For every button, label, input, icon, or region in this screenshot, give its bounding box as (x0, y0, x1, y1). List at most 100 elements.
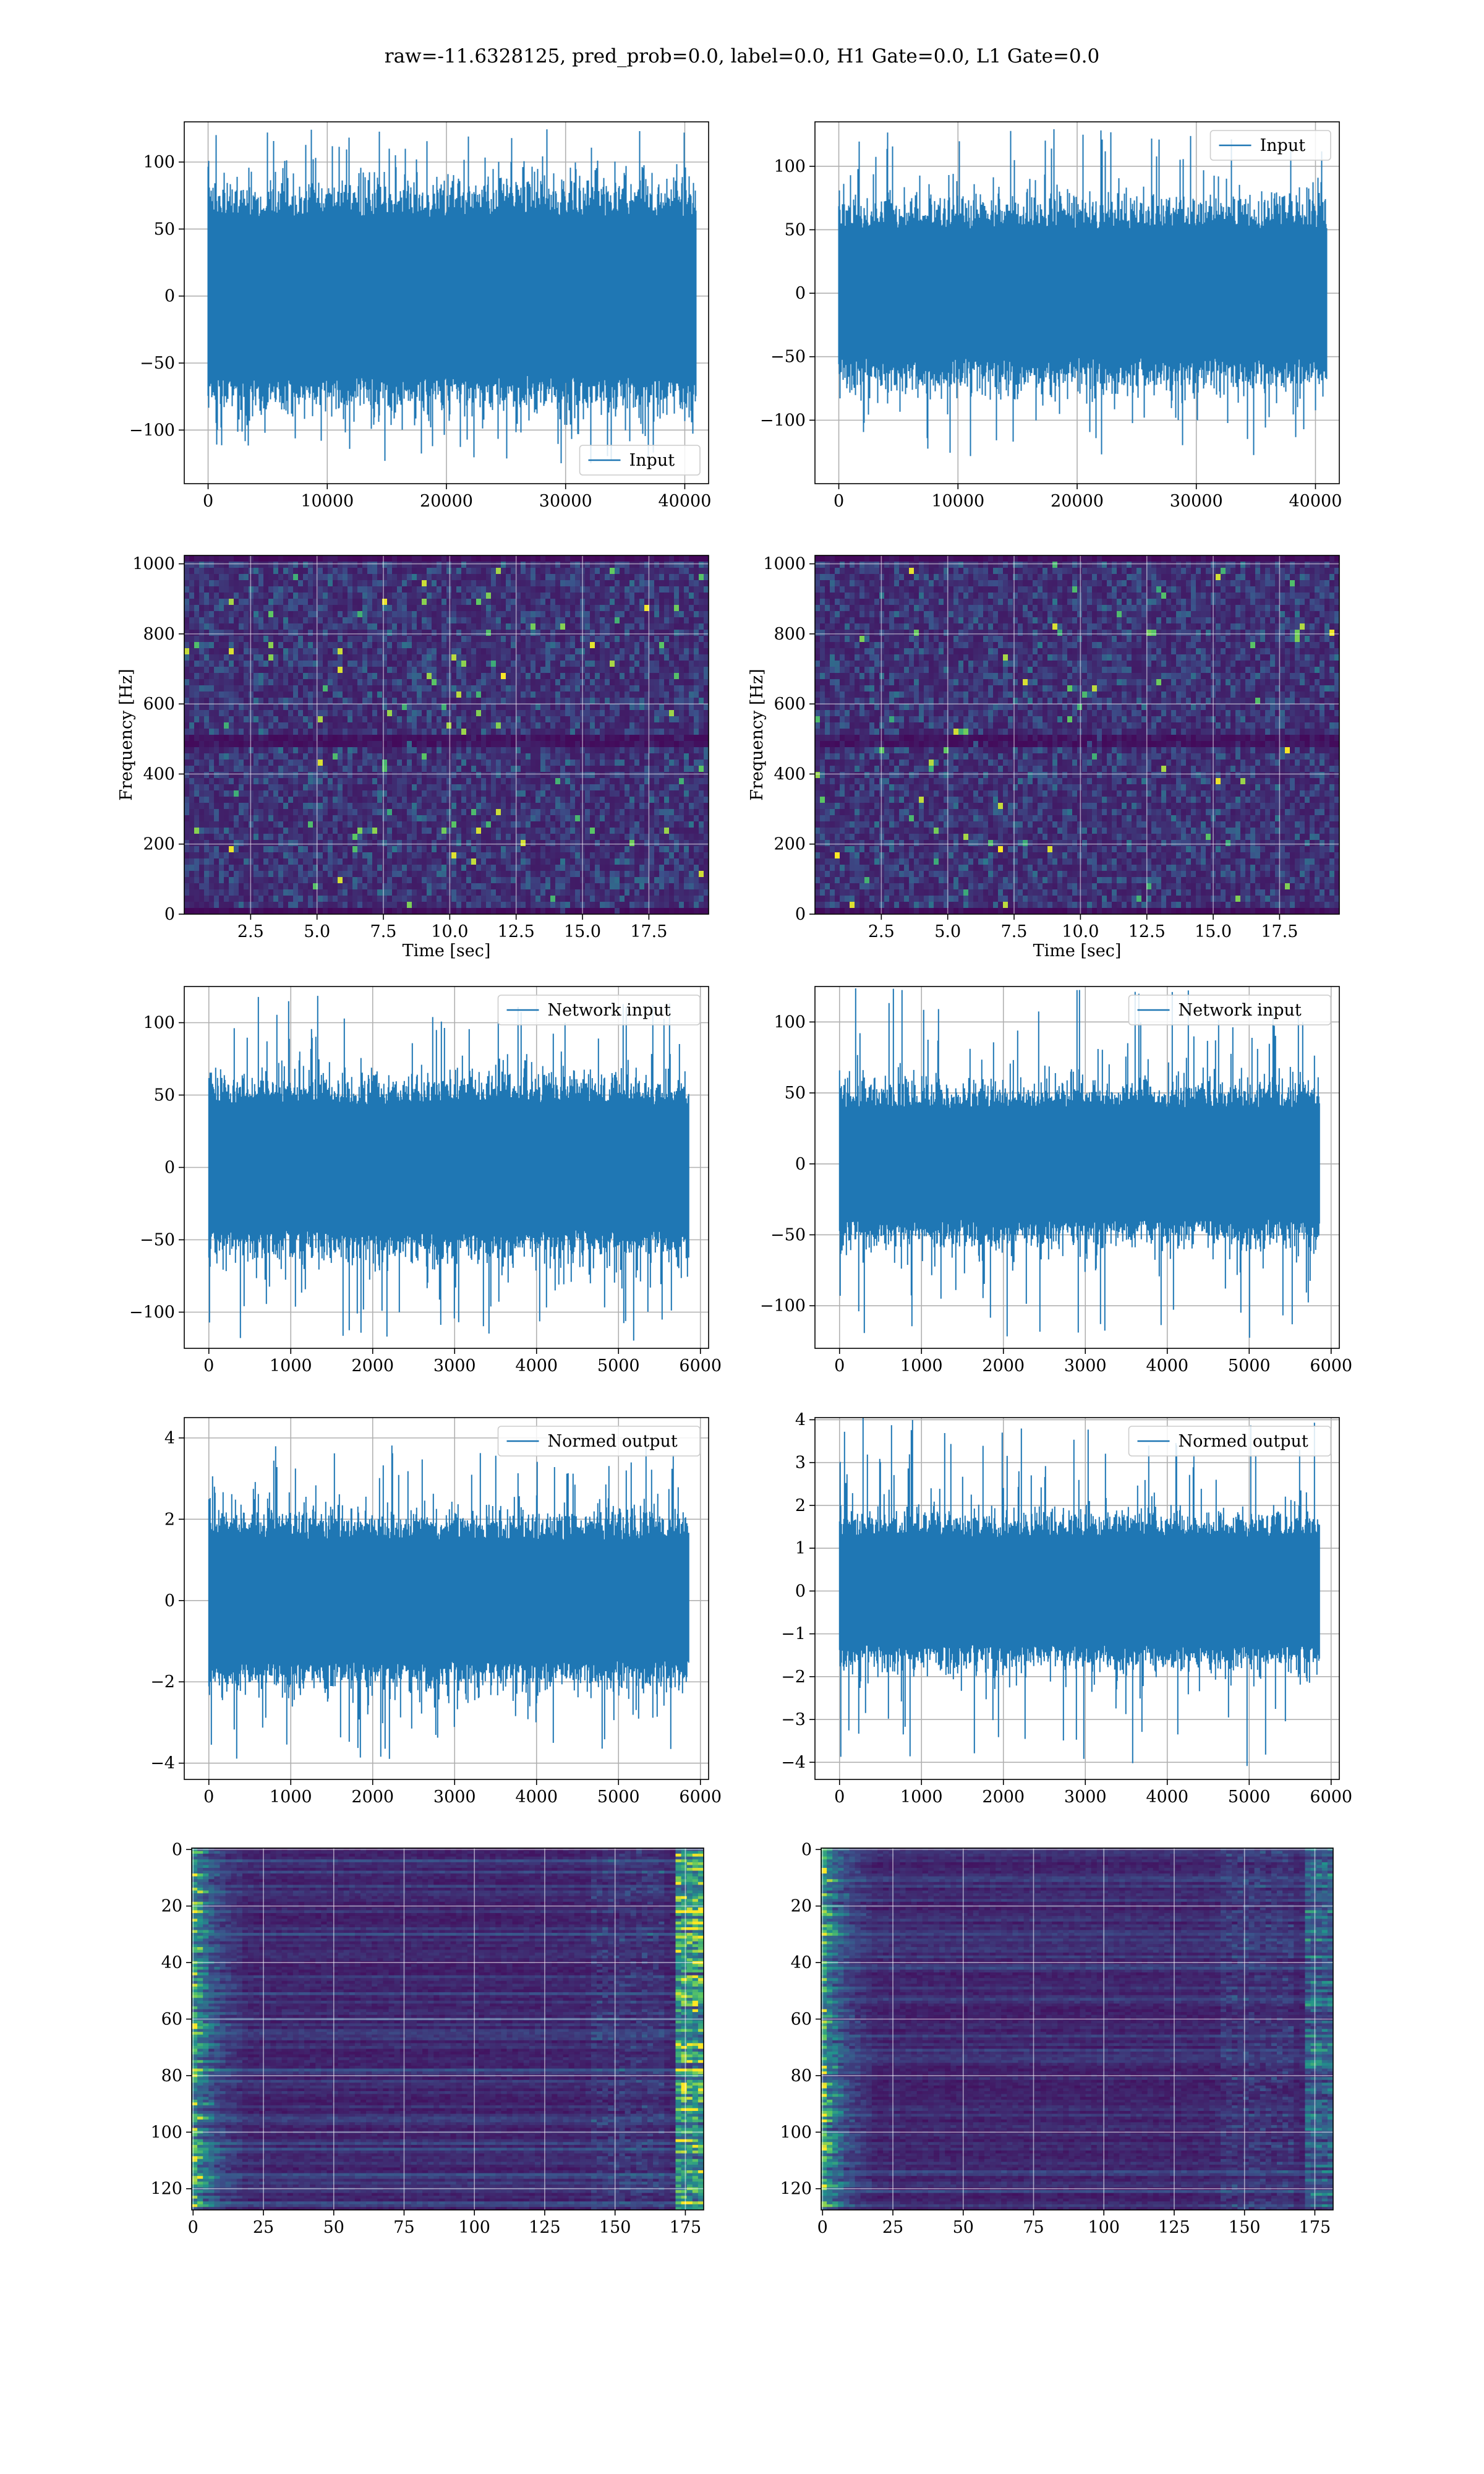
heatmap-cell (189, 729, 195, 735)
heatmap-cell (669, 729, 675, 735)
heatmap-cell (451, 599, 457, 606)
heatmap-cell (427, 809, 432, 816)
heatmap-cell (224, 790, 229, 797)
heatmap-cell (605, 834, 610, 841)
heatmap-cell (575, 729, 581, 735)
heatmap-cell (184, 784, 190, 791)
heatmap-cell (298, 753, 304, 760)
heatmap-cell (333, 654, 338, 661)
heatmap-cell (451, 766, 457, 773)
heatmap-cell (387, 617, 393, 624)
heatmap-cell (313, 667, 318, 674)
heatmap-cell (417, 630, 422, 636)
heatmap-cell (273, 766, 279, 773)
heatmap-cell (481, 562, 487, 568)
heatmap-cell (372, 667, 378, 674)
heatmap-cell (328, 778, 333, 785)
heatmap-cell (531, 630, 536, 636)
heatmap-cell (639, 797, 645, 803)
heatmap-cell (545, 623, 551, 630)
heatmap-cell (412, 605, 417, 612)
heatmap-cell (486, 698, 492, 704)
heatmap-cell (535, 722, 541, 729)
heatmap-cell (234, 815, 239, 822)
heatmap-cell (466, 735, 472, 742)
heatmap-cell (585, 778, 591, 785)
heatmap-cell (689, 698, 694, 704)
heatmap-cell (625, 834, 630, 841)
heatmap-cell (352, 809, 358, 816)
heatmap-cell (446, 586, 452, 593)
heatmap-cell (249, 555, 254, 562)
heatmap-cell (263, 741, 269, 748)
heatmap-cell (278, 803, 284, 810)
heatmap-cell (382, 809, 388, 816)
heatmap-cell (615, 828, 620, 834)
heatmap-cell (343, 562, 348, 568)
heatmap-cell (639, 611, 645, 618)
heatmap-cell (372, 797, 378, 803)
heatmap-cell (323, 760, 328, 766)
heatmap-cell (323, 704, 328, 711)
heatmap-cell (249, 729, 254, 735)
heatmap-cell (501, 586, 506, 593)
heatmap-cell (446, 766, 452, 773)
heatmap-cell (674, 679, 680, 686)
heatmap-cell (323, 722, 328, 729)
heatmap-cell (570, 722, 576, 729)
heatmap-cell (679, 661, 684, 667)
heatmap-cell (481, 667, 487, 674)
heatmap-cell (555, 562, 561, 568)
heatmap-cell (229, 574, 234, 581)
heatmap-cell (348, 704, 353, 711)
heatmap-cell (194, 555, 200, 562)
heatmap-cell (348, 716, 353, 723)
heatmap-cell (194, 630, 200, 636)
heatmap-cell (293, 661, 299, 667)
heatmap-cell (699, 667, 704, 674)
heatmap-cell (481, 673, 487, 680)
heatmap-cell (254, 803, 259, 810)
heatmap-cell (456, 667, 462, 674)
heatmap-cell (333, 667, 338, 674)
heatmap-cell (659, 679, 665, 686)
heatmap-cell (516, 636, 521, 643)
heatmap-cell (610, 562, 615, 568)
heatmap-cell (392, 698, 398, 704)
heatmap-cell (293, 722, 299, 729)
heatmap-cell (333, 673, 338, 680)
heatmap-cell (249, 691, 254, 698)
heatmap-cell (521, 648, 526, 655)
heatmap-cell (684, 661, 689, 667)
heatmap-cell (639, 821, 645, 828)
heatmap-cell (560, 685, 566, 692)
heatmap-cell (263, 599, 269, 606)
heatmap-cell (659, 821, 665, 828)
heatmap-cell (620, 605, 625, 612)
heatmap-cell (446, 661, 452, 667)
heatmap-cell (343, 698, 348, 704)
heatmap-cell (239, 630, 244, 636)
heatmap-cell (461, 568, 467, 575)
heatmap-cell (298, 741, 304, 748)
heatmap-cell (407, 642, 412, 649)
heatmap-cell (689, 834, 694, 841)
heatmap-cell (397, 673, 403, 680)
heatmap-cell (664, 679, 670, 686)
heatmap-cell (560, 790, 566, 797)
heatmap-cell (466, 580, 472, 587)
heatmap-cell (501, 617, 506, 624)
heatmap-cell (392, 648, 398, 655)
heatmap-cell (204, 642, 210, 649)
heatmap-cell (427, 623, 432, 630)
heatmap-cell (620, 568, 625, 575)
heatmap-cell (476, 803, 482, 810)
heatmap-cell (308, 685, 313, 692)
heatmap-cell (595, 568, 600, 575)
heatmap-cell (254, 741, 259, 748)
heatmap-cell (486, 562, 492, 568)
heatmap-cell (437, 593, 442, 599)
heatmap-cell (204, 574, 210, 581)
heatmap-cell (644, 623, 650, 630)
heatmap-cell (481, 568, 487, 575)
